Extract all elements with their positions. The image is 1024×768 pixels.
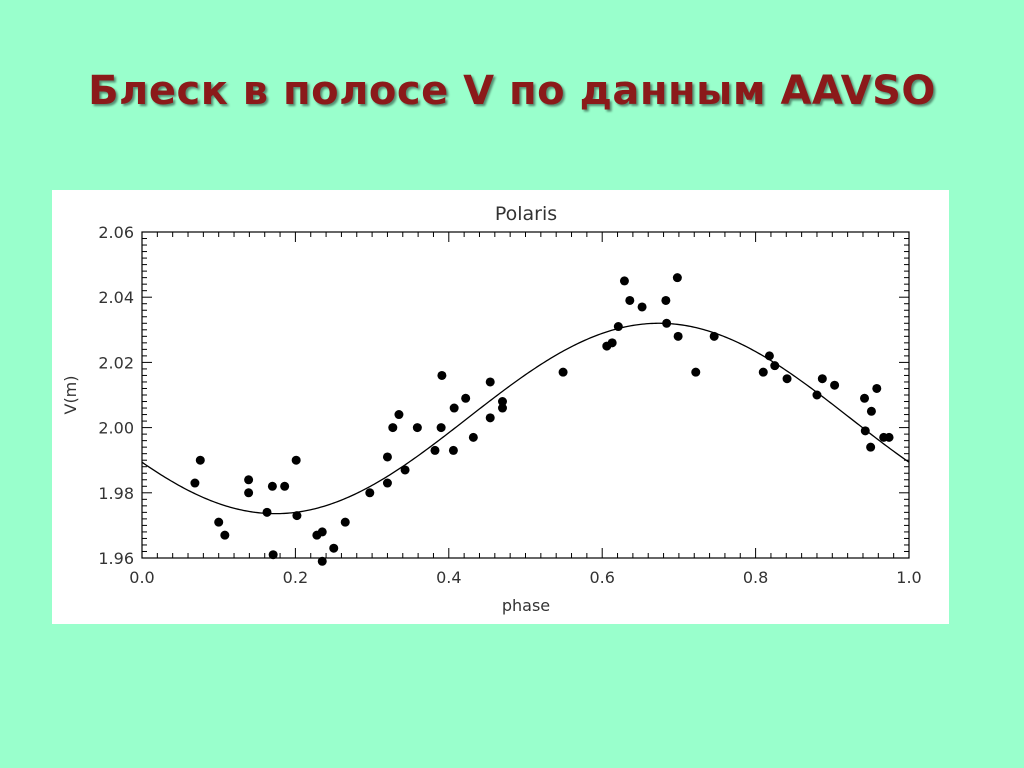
data-point — [412, 423, 422, 433]
data-point — [317, 527, 327, 537]
data-point — [607, 338, 617, 348]
data-point — [268, 550, 278, 560]
data-point — [758, 367, 768, 377]
data-point — [244, 488, 254, 498]
y-tick-label: 1.96 — [98, 549, 134, 568]
data-point — [860, 393, 870, 403]
data-point — [340, 517, 350, 527]
data-point — [468, 432, 478, 442]
plot-frame — [141, 231, 910, 559]
data-point — [866, 406, 876, 416]
data-point — [497, 403, 507, 413]
data-point — [812, 390, 822, 400]
data-point — [782, 374, 792, 384]
data-point — [437, 370, 447, 380]
data-point — [770, 361, 780, 371]
data-point — [764, 351, 774, 361]
data-point — [329, 543, 339, 553]
data-points — [190, 273, 894, 566]
data-point — [558, 367, 568, 377]
data-point — [400, 465, 410, 475]
y-tick-label: 2.06 — [98, 223, 134, 242]
data-point — [661, 295, 671, 305]
fit-curve-group — [141, 322, 910, 515]
y-tick-label: 2.04 — [98, 288, 134, 307]
data-point — [280, 481, 290, 491]
fit-curve — [141, 322, 910, 515]
chart: Polaris 0.0 0.2 0.4 0.6 0.8 1.0 2.06 2.04 2.02 2.… — [61, 203, 922, 615]
data-point — [195, 455, 205, 465]
data-point — [637, 302, 647, 312]
data-point — [461, 393, 471, 403]
data-point — [613, 322, 623, 332]
data-point — [449, 403, 459, 413]
x-tick-label: 0.2 — [283, 568, 308, 587]
x-tick-label: 0.6 — [589, 568, 614, 587]
data-point — [625, 295, 635, 305]
data-point — [448, 445, 458, 455]
data-point — [485, 377, 495, 387]
data-point — [872, 383, 882, 393]
data-point — [860, 426, 870, 436]
y-axis-label: V(m) — [61, 375, 80, 414]
data-point — [382, 478, 392, 488]
data-point — [619, 276, 629, 286]
plot-panel: Polaris 0.0 0.2 0.4 0.6 0.8 1.0 2.06 2.04 2.02 2.… — [52, 190, 949, 624]
data-point — [220, 530, 230, 540]
y-tick-label: 1.98 — [98, 484, 134, 503]
data-point — [497, 397, 507, 407]
data-point — [830, 380, 840, 390]
data-point — [244, 475, 254, 485]
data-point — [691, 367, 701, 377]
data-point — [672, 273, 682, 283]
data-point — [388, 423, 398, 433]
data-point — [884, 432, 894, 442]
y-tick-label: 2.00 — [98, 419, 134, 438]
axis-tick-labels: 0.0 0.2 0.4 0.6 0.8 1.0 2.06 2.04 2.02 2.00 1.98 1.… — [98, 223, 921, 587]
data-point — [866, 442, 876, 452]
y-tick-label: 2.02 — [98, 353, 134, 372]
slide-title: Блеск в полосе V по данным AAVSO — [88, 68, 936, 114]
data-point — [214, 517, 224, 527]
x-tick-label: 0.0 — [129, 568, 154, 587]
data-point — [817, 374, 827, 384]
chart-title: Polaris — [495, 203, 557, 225]
x-tick-label: 0.4 — [436, 568, 461, 587]
data-point — [394, 410, 404, 420]
data-point — [317, 556, 327, 566]
x-tick-label: 0.8 — [743, 568, 768, 587]
data-point — [662, 318, 672, 328]
axis-ticks — [141, 231, 910, 559]
x-tick-label: 1.0 — [896, 568, 921, 587]
data-point — [190, 478, 200, 488]
data-point — [436, 423, 446, 433]
data-point — [485, 413, 495, 423]
data-point — [382, 452, 392, 462]
data-point — [709, 331, 719, 341]
data-point — [262, 507, 272, 517]
data-point — [292, 511, 302, 521]
data-point — [267, 481, 277, 491]
data-point — [365, 488, 375, 498]
data-point — [430, 445, 440, 455]
x-axis-label: phase — [502, 596, 550, 615]
data-point — [291, 455, 301, 465]
data-point — [673, 331, 683, 341]
